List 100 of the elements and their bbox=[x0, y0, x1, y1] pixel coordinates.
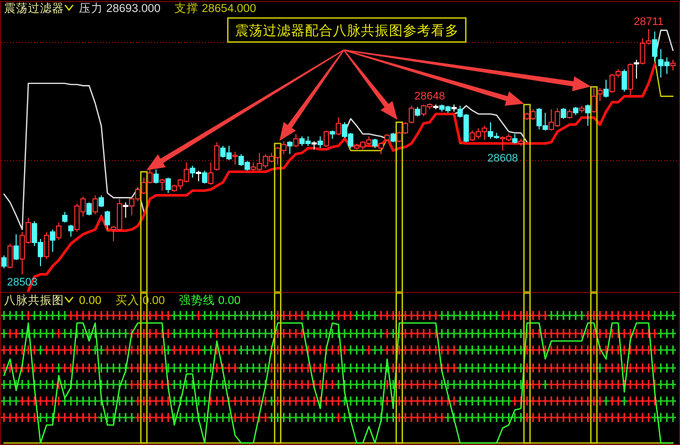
point bbox=[474, 310, 482, 321]
point bbox=[365, 412, 373, 423]
point bbox=[30, 310, 38, 321]
point bbox=[657, 344, 665, 356]
point bbox=[535, 310, 543, 321]
point bbox=[432, 412, 440, 423]
point bbox=[158, 310, 166, 321]
point bbox=[140, 412, 148, 423]
point bbox=[36, 344, 44, 356]
point bbox=[340, 412, 348, 423]
point bbox=[268, 379, 276, 390]
candlestick bbox=[330, 130, 336, 140]
point bbox=[322, 310, 330, 321]
point bbox=[286, 328, 294, 339]
point bbox=[535, 379, 543, 390]
point bbox=[359, 396, 367, 406]
point bbox=[182, 396, 190, 406]
point bbox=[122, 362, 130, 374]
point bbox=[0, 310, 8, 321]
point bbox=[116, 310, 124, 321]
point bbox=[292, 328, 300, 339]
point bbox=[104, 412, 112, 423]
point bbox=[504, 362, 513, 374]
point bbox=[572, 328, 580, 339]
point bbox=[377, 362, 385, 374]
point bbox=[560, 310, 568, 321]
candlestick bbox=[603, 79, 609, 98]
point bbox=[554, 310, 562, 321]
point bbox=[170, 310, 178, 321]
point bbox=[304, 412, 312, 423]
point bbox=[346, 362, 354, 374]
point bbox=[24, 412, 32, 423]
point bbox=[402, 328, 410, 339]
point bbox=[590, 310, 598, 321]
point bbox=[432, 379, 440, 390]
point bbox=[548, 310, 556, 321]
point bbox=[608, 412, 616, 423]
point bbox=[6, 412, 14, 423]
point bbox=[110, 412, 118, 423]
point bbox=[54, 310, 63, 321]
point bbox=[480, 310, 488, 321]
candlestick bbox=[232, 151, 238, 166]
point bbox=[346, 310, 354, 321]
point bbox=[116, 396, 124, 406]
point bbox=[24, 310, 32, 321]
point bbox=[280, 412, 288, 423]
point bbox=[620, 412, 628, 423]
point bbox=[663, 344, 671, 356]
point bbox=[158, 379, 166, 390]
point bbox=[85, 412, 93, 423]
candlestick bbox=[408, 105, 414, 124]
candlestick bbox=[56, 222, 62, 241]
point bbox=[152, 310, 160, 321]
point bbox=[377, 310, 385, 321]
point bbox=[554, 379, 562, 390]
point bbox=[650, 310, 659, 321]
point bbox=[498, 344, 506, 356]
point bbox=[164, 412, 172, 423]
point bbox=[371, 362, 379, 374]
point bbox=[572, 379, 580, 390]
point bbox=[408, 310, 416, 321]
point bbox=[420, 412, 428, 423]
point bbox=[152, 379, 160, 390]
point bbox=[541, 310, 550, 321]
candlestick bbox=[122, 202, 128, 218]
point bbox=[243, 310, 252, 321]
point bbox=[243, 412, 252, 423]
point bbox=[602, 310, 610, 321]
point bbox=[206, 412, 215, 423]
point bbox=[474, 362, 482, 374]
point bbox=[480, 412, 488, 423]
point bbox=[486, 310, 494, 321]
point bbox=[657, 412, 665, 423]
point bbox=[340, 362, 348, 374]
point bbox=[304, 310, 312, 321]
point bbox=[365, 310, 373, 321]
point bbox=[48, 310, 56, 321]
point bbox=[128, 328, 136, 339]
point bbox=[292, 412, 300, 423]
point bbox=[663, 310, 671, 321]
point bbox=[237, 310, 245, 321]
point bbox=[352, 362, 361, 374]
point bbox=[402, 310, 410, 321]
point bbox=[548, 379, 556, 390]
point bbox=[614, 310, 622, 321]
candlestick bbox=[153, 168, 159, 184]
point bbox=[122, 412, 130, 423]
point bbox=[286, 379, 294, 390]
point bbox=[322, 412, 330, 423]
point bbox=[256, 344, 264, 356]
candlestick bbox=[214, 142, 220, 172]
point bbox=[12, 396, 20, 406]
point bbox=[328, 310, 336, 321]
point bbox=[578, 328, 586, 339]
point bbox=[529, 328, 537, 339]
point bbox=[408, 379, 416, 390]
point bbox=[98, 344, 106, 356]
candlestick bbox=[390, 132, 396, 143]
point bbox=[152, 328, 160, 339]
point bbox=[158, 412, 166, 423]
